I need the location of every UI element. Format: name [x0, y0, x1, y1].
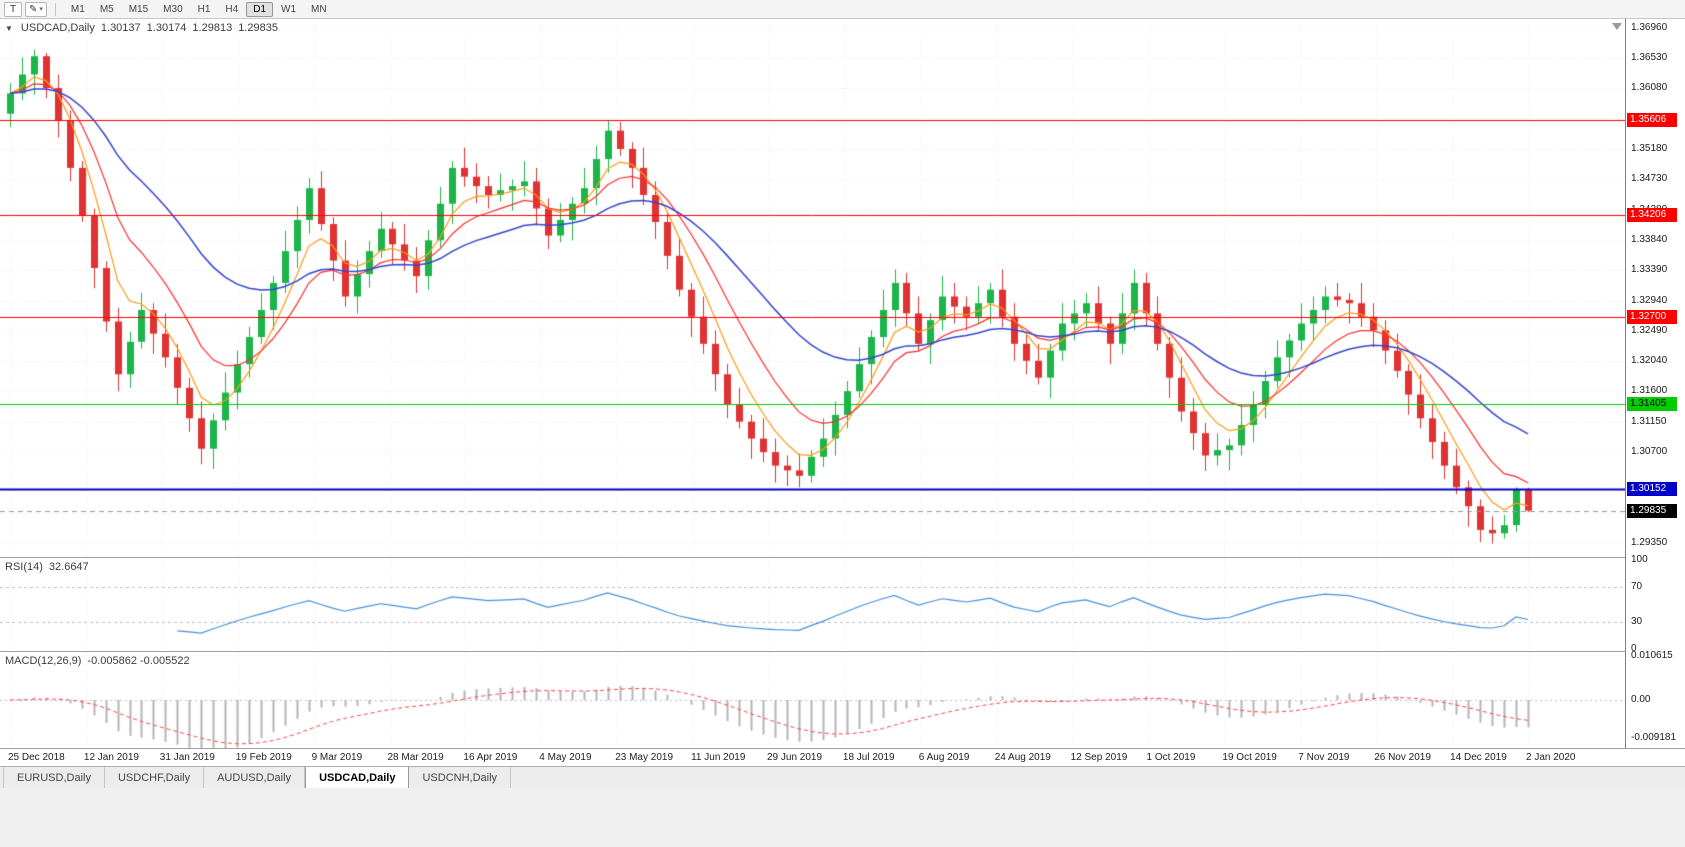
collapse-chart-icon[interactable]: ▼: [5, 23, 13, 33]
price-axis-label: 1.32490: [1631, 324, 1668, 336]
timeframe-button-m15[interactable]: M15: [128, 3, 149, 15]
macd-value: -0.005862 -0.005522: [87, 655, 190, 667]
symbol-period-label: USDCAD,Daily: [20, 22, 95, 34]
time-axis-label: 18 Jul 2019: [842, 752, 895, 763]
pencil-icon: ✎: [29, 3, 38, 15]
chart-tabs-bar: EURUSD,Daily USDCHF,Daily AUDUSD,Daily USDC…: [0, 766, 1685, 788]
top-toolbar: T ✎ ▾ M1 M5 M15 M30 H1 H4 D1 W1 MN: [0, 0, 1685, 19]
rsi-canvas[interactable]: [0, 558, 1625, 651]
time-axis-label: 6 Aug 2019: [918, 752, 970, 763]
chart-tab-eurusd[interactable]: EURUSD,Daily: [3, 767, 105, 788]
time-axis-label: 2 Jan 2020: [1526, 752, 1576, 763]
price-axis-label: 1.29350: [1631, 537, 1668, 549]
chart-symbol-info: ▼ USDCAD,Daily 1.30137 1.30174 1.29813 1…: [5, 22, 278, 34]
time-axis-label: 4 May 2019: [539, 752, 592, 763]
rsi-name: RSI(14): [5, 561, 43, 573]
last-price-tag: 1.29835: [1627, 503, 1677, 518]
pane-splitter-timeaxis: [0, 748, 1685, 749]
quote-high: 1.30174: [146, 22, 187, 34]
price-axis-label: 1.36080: [1631, 82, 1668, 94]
quote-low: 1.29813: [192, 22, 233, 34]
time-axis-label: 19 Feb 2019: [235, 752, 292, 763]
chart-window: ▼ USDCAD,Daily 1.30137 1.30174 1.29813 1…: [0, 19, 1685, 766]
price-axis-label: 1.34730: [1631, 173, 1668, 185]
price-level-tag: 1.34206: [1627, 207, 1677, 222]
macd-axis-label: 0.00: [1631, 694, 1651, 705]
price-axis-label: 1.36530: [1631, 51, 1668, 63]
price-axis-label: 1.33390: [1631, 264, 1668, 276]
price-level-tag: 1.35606: [1627, 113, 1677, 128]
chevron-down-icon: ▾: [39, 6, 43, 13]
timeframe-buttons: M1 M5 M15 M30 H1 H4 D1 W1 MN: [64, 1, 334, 17]
rsi-value: 32.6647: [48, 561, 89, 573]
timeframe-button-m1[interactable]: M1: [70, 3, 85, 15]
chart-tab-usdcad[interactable]: USDCAD,Daily: [305, 767, 410, 788]
chart-tab-usdcnh[interactable]: USDCNH,Daily: [409, 767, 512, 788]
price-axis-label: 1.30700: [1631, 446, 1668, 458]
time-axis-label: 28 Mar 2019: [387, 752, 444, 763]
pane-splitter-rsi[interactable]: [0, 557, 1685, 558]
time-axis-label: 1 Oct 2019: [1146, 752, 1196, 763]
timeframe-button-d1[interactable]: D1: [246, 1, 274, 17]
price-axis-label: 1.36960: [1631, 22, 1668, 34]
drawing-tool-button[interactable]: ✎ ▾: [25, 1, 47, 17]
timeframe-button-h1[interactable]: H1: [197, 3, 211, 15]
price-axis[interactable]: 1.36960 1.36530 1.36080 1.35180 1.34730 1.342…: [1625, 19, 1685, 748]
chart-tab-audusd[interactable]: AUDUSD,Daily: [204, 767, 306, 788]
timeframe-button-w1[interactable]: W1: [281, 3, 297, 15]
window-bottom-area: [0, 788, 1685, 847]
price-axis-label: 1.32040: [1631, 355, 1668, 367]
time-axis-label: 12 Jan 2019: [83, 752, 139, 763]
price-level-tag: 1.31405: [1627, 397, 1677, 412]
time-axis-label: 16 Apr 2019: [463, 752, 518, 763]
price-axis-label: 1.31150: [1631, 415, 1667, 427]
rsi-axis-label: 30: [1631, 616, 1643, 628]
time-axis-label: 9 Mar 2019: [311, 752, 363, 763]
time-axis-label: 23 May 2019: [615, 752, 674, 763]
macd-name: MACD(12,26,9): [5, 655, 82, 667]
rsi-axis-label: 100: [1631, 554, 1648, 565]
macd-axis-label: 0.010615: [1631, 649, 1673, 661]
toolbar-separator: [54, 2, 56, 16]
time-axis-label: 25 Dec 2018: [8, 752, 65, 763]
price-level-tag: 1.32700: [1627, 309, 1677, 324]
chart-shift-marker-icon[interactable]: [1612, 23, 1622, 30]
macd-indicator-label: MACD(12,26,9) -0.005862 -0.005522: [5, 655, 190, 667]
rsi-axis-label: 0: [1631, 643, 1637, 654]
time-axis-label: 31 Jan 2019: [159, 752, 215, 763]
text-tool-button[interactable]: T: [4, 1, 22, 17]
time-axis-label: 29 Jun 2019: [767, 752, 823, 763]
rsi-axis-label: 70: [1631, 580, 1643, 592]
time-axis-label: 26 Nov 2019: [1374, 752, 1431, 763]
timeframe-button-m5[interactable]: M5: [99, 3, 114, 15]
time-axis-label: 14 Dec 2019: [1450, 752, 1507, 763]
chart-tab-usdchf[interactable]: USDCHF,Daily: [105, 767, 205, 788]
time-axis-label: 11 Jun 2019: [691, 752, 746, 763]
time-axis[interactable]: 25 Dec 2018 12 Jan 2019 31 Jan 2019 19 Feb …: [0, 749, 1625, 766]
price-axis-label: 1.35180: [1631, 142, 1668, 154]
main-chart-canvas[interactable]: [0, 19, 1625, 557]
time-axis-label: 19 Oct 2019: [1222, 752, 1277, 763]
quote-open: 1.30137: [100, 22, 141, 34]
pane-splitter-macd[interactable]: [0, 651, 1685, 652]
macd-axis-label: -0.009181: [1631, 732, 1677, 744]
macd-canvas[interactable]: [0, 652, 1625, 748]
time-axis-label: 24 Aug 2019: [994, 752, 1051, 763]
time-axis-label: 12 Sep 2019: [1070, 752, 1128, 763]
price-axis-label: 1.31600: [1631, 385, 1668, 397]
quote-close: 1.29835: [238, 22, 278, 34]
timeframe-button-m30[interactable]: M30: [163, 3, 183, 15]
price-axis-label: 1.33840: [1631, 233, 1668, 245]
rsi-indicator-label: RSI(14) 32.6647: [5, 561, 89, 573]
price-axis-label: 1.32940: [1631, 294, 1668, 306]
timeframe-button-h4[interactable]: H4: [225, 3, 239, 15]
timeframe-button-mn[interactable]: MN: [311, 3, 327, 15]
price-level-tag: 1.30152: [1627, 482, 1677, 497]
time-axis-label: 7 Nov 2019: [1298, 752, 1350, 763]
